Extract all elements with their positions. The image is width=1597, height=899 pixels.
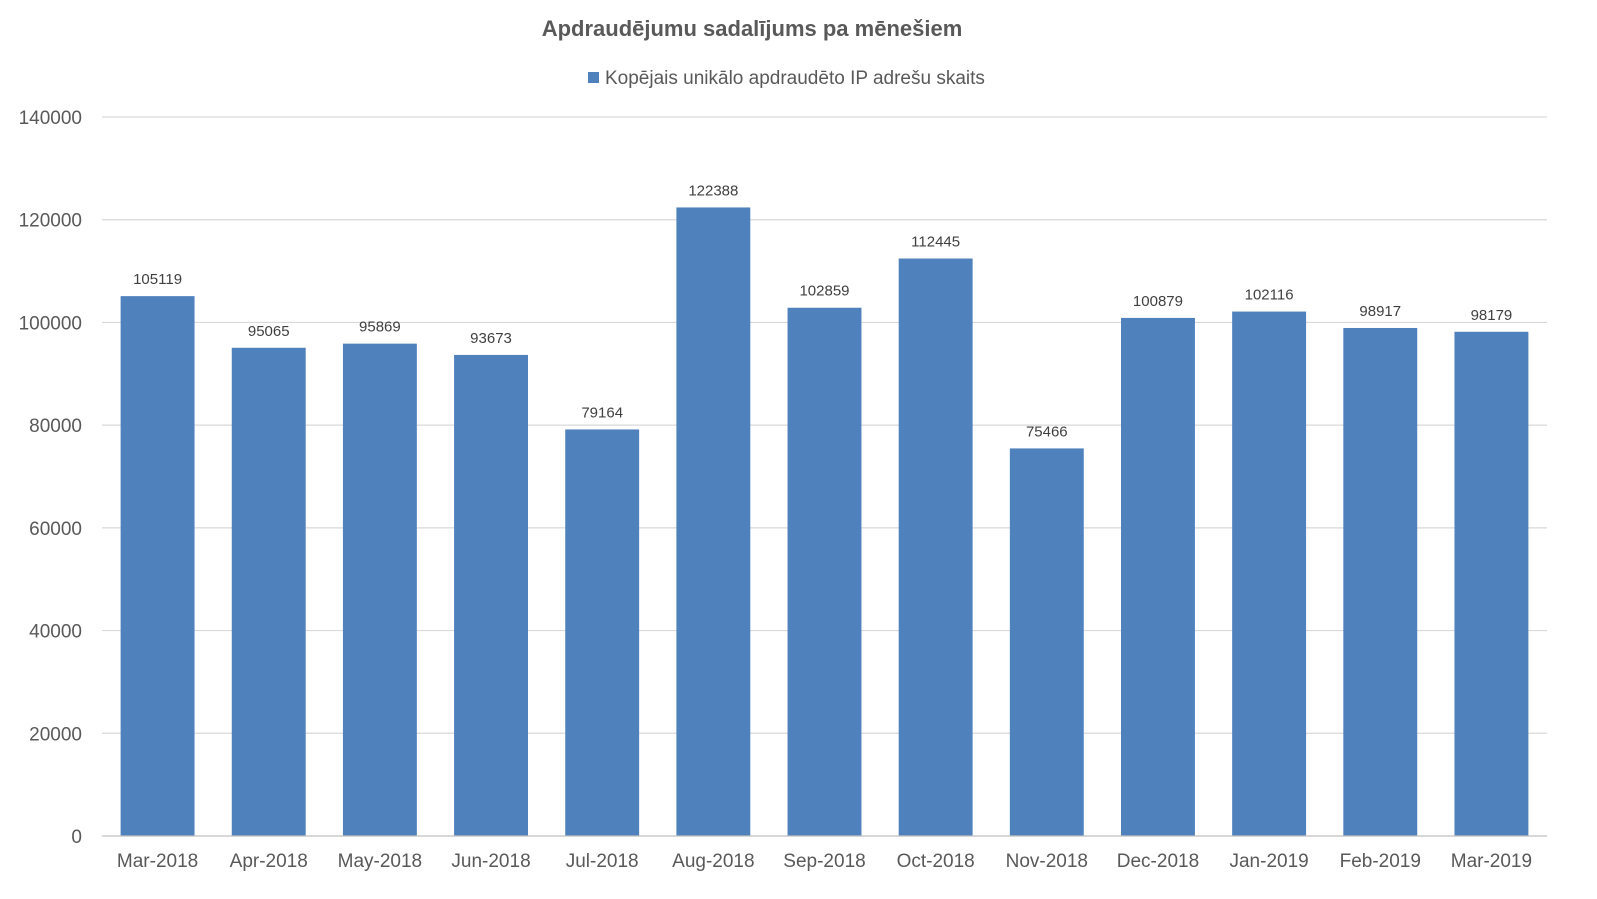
data-label: 100879 [1133,293,1183,310]
y-tick-label: 80000 [29,416,82,437]
data-label: 112445 [911,234,960,251]
x-tick-label: Feb-2019 [1340,851,1421,872]
x-tick-label: Aug-2018 [672,851,754,872]
y-axis-tick-labels: 0 20000 40000 60000 80000 100000 120000 140000 [19,108,82,848]
data-label: 95869 [359,319,401,336]
data-label: 95065 [248,323,290,340]
data-label: 102116 [1245,287,1294,304]
bar [1232,311,1307,836]
bar [1121,317,1195,836]
x-tick-label: Jan-2019 [1229,851,1308,872]
data-label: 75466 [1026,423,1068,440]
x-tick-label: Jul-2018 [566,851,639,872]
bar [454,354,528,836]
bar [1454,331,1529,836]
bars [120,207,1529,836]
data-label: 98917 [1359,303,1401,320]
bar [1009,448,1084,836]
data-label: 79164 [581,404,623,421]
data-label: 93673 [470,330,512,347]
bar [231,347,306,836]
y-tick-label: 60000 [29,519,82,540]
legend-swatch [588,72,599,83]
bar [1343,327,1418,836]
data-labels: 105119 95065 95869 93673 79164 122388 102859 11… [133,182,1512,440]
x-tick-label: Jun-2018 [451,851,530,872]
x-tick-label: Nov-2018 [1006,851,1088,872]
bar [565,429,640,836]
x-tick-label: Oct-2018 [897,851,975,872]
bar [898,258,973,836]
bar [787,307,862,836]
x-tick-label: Sep-2018 [783,851,865,872]
bar [342,343,417,836]
x-tick-label: Dec-2018 [1117,851,1199,872]
y-tick-label: 100000 [19,313,82,334]
data-label: 105119 [133,271,182,288]
bar [676,207,751,836]
y-tick-label: 40000 [29,622,82,643]
legend: Kopējais unikālo apdraudēto IP adrešu sk… [588,68,985,89]
y-tick-label: 140000 [19,108,82,129]
y-tick-label: 0 [71,827,82,848]
x-tick-label: Mar-2019 [1451,851,1532,872]
y-tick-label: 20000 [29,724,82,745]
legend-label: Kopējais unikālo apdraudēto IP adrešu sk… [605,68,985,89]
data-label: 102859 [799,283,849,300]
chart-title: Apdraudējumu sadalījums pa mēnešiem [542,16,963,41]
x-axis-tick-labels: Mar-2018 Apr-2018 May-2018 Jun-2018 Jul-2018… [117,851,1532,872]
x-tick-label: Apr-2018 [230,851,308,872]
y-tick-label: 120000 [19,211,82,232]
x-tick-label: Mar-2018 [117,851,198,872]
data-label: 98179 [1471,307,1513,324]
bar [120,296,195,836]
x-tick-label: May-2018 [338,851,423,872]
data-label: 122388 [688,182,738,199]
